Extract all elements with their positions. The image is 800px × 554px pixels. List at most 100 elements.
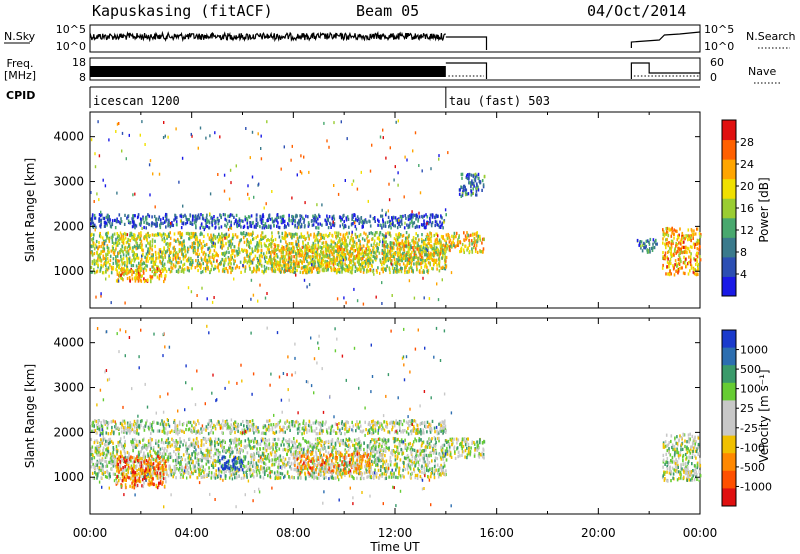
scatter-cell (276, 216, 278, 220)
scatter-cell (100, 266, 102, 270)
scatter-cell (384, 477, 386, 481)
cpid-label: CPID (6, 89, 35, 102)
scatter-cell (249, 246, 251, 250)
scatter-cell (181, 232, 183, 236)
scatter-cell (301, 235, 303, 239)
scatter-cell (434, 238, 437, 242)
scatter-cell (373, 242, 375, 246)
scatter-cell (286, 242, 288, 247)
scatter-cell (193, 241, 195, 245)
scatter-cell (325, 255, 328, 259)
scatter-cell (93, 223, 96, 227)
scatter-cell (694, 272, 697, 276)
scatter-cell (443, 266, 446, 271)
scatter-cell (398, 256, 400, 260)
scatter-cell (173, 232, 176, 236)
scatter-cell (472, 233, 474, 237)
scatter-cell (112, 446, 115, 450)
scatter-cell (253, 266, 255, 270)
scatter-cell (696, 252, 699, 256)
scatter-cell (93, 213, 96, 218)
cpid-mode-label: icescan 1200 (93, 94, 180, 108)
scatter-cell (202, 214, 204, 218)
scatter-cell (106, 245, 109, 249)
scatter-cell (373, 254, 375, 258)
scatter-cell (136, 269, 138, 273)
scatter-cell (697, 267, 699, 271)
velocity-scatter (90, 324, 702, 509)
scatter-cell (250, 297, 252, 301)
scatter-cell (176, 255, 178, 259)
scatter-cell (149, 267, 151, 272)
scatter-cell (98, 154, 101, 158)
scatter-cell (375, 249, 378, 253)
scatter-cell (235, 164, 237, 168)
scatter-cell (481, 179, 484, 183)
scatter-cell (101, 213, 103, 217)
scatter-cell (313, 244, 316, 248)
scatter-cell (671, 231, 673, 235)
scatter-cell (103, 262, 105, 266)
scatter-cell (429, 261, 431, 265)
scatter-cell (397, 119, 399, 123)
scatter-cell (98, 253, 101, 257)
scatter-cell (263, 206, 265, 210)
scatter-cell (668, 264, 670, 268)
scatter-cell (350, 258, 352, 263)
scatter-cell (313, 219, 315, 223)
scatter-cell (116, 254, 119, 258)
scatter-cell (174, 254, 177, 258)
scatter-cell (312, 255, 315, 259)
scatter-cell (199, 126, 202, 130)
scatter-cell (690, 234, 692, 238)
scatter-cell (178, 248, 181, 252)
scatter-cell (285, 248, 287, 252)
scatter-cell (323, 233, 325, 237)
scatter-cell (250, 278, 253, 282)
scatter-cell (339, 270, 341, 274)
scatter-cell (467, 233, 469, 237)
scatter-cell (274, 455, 277, 459)
scatter-cell (150, 255, 153, 259)
scatter-cell (230, 238, 232, 243)
scatter-cell (175, 264, 177, 268)
scatter-cell (428, 253, 431, 257)
scatter-cell (694, 268, 696, 272)
scatter-cell (104, 184, 107, 188)
scatter-cell (401, 242, 403, 246)
scatter-cell (211, 217, 214, 221)
nsky-line-early (89, 30, 447, 43)
scatter-cell (696, 255, 699, 259)
scatter-cell (383, 467, 386, 471)
scatter-cell (263, 264, 266, 268)
scatter-cell (191, 241, 194, 246)
scatter-cell (192, 214, 194, 218)
scatter-cell (307, 241, 309, 246)
scatter-cell (430, 256, 433, 260)
scatter-cell (396, 270, 398, 274)
scatter-cell (141, 246, 143, 250)
scatter-cell (91, 270, 94, 274)
scatter-cell (107, 231, 109, 235)
scatter-cell (445, 255, 448, 260)
scatter-cell (231, 249, 233, 253)
scatter-cell (685, 257, 687, 261)
scatter-cell (99, 234, 101, 238)
scatter-cell (400, 247, 402, 251)
scatter-cell (296, 232, 298, 236)
scatter-cell (371, 237, 374, 241)
scatter-cell (189, 464, 191, 468)
scatter-cell (100, 244, 102, 249)
scatter-cell (389, 257, 391, 261)
scatter-cell (681, 245, 683, 249)
scatter-cell (438, 439, 440, 443)
scatter-cell (466, 174, 468, 178)
scatter-cell (177, 237, 179, 242)
scatter-cell (107, 220, 109, 224)
scatter-cell (239, 260, 242, 264)
scatter-cell (329, 249, 332, 253)
scatter-cell (119, 237, 121, 241)
scatter-cell (225, 218, 228, 222)
scatter-cell (417, 454, 420, 458)
scatter-cell (340, 263, 343, 267)
